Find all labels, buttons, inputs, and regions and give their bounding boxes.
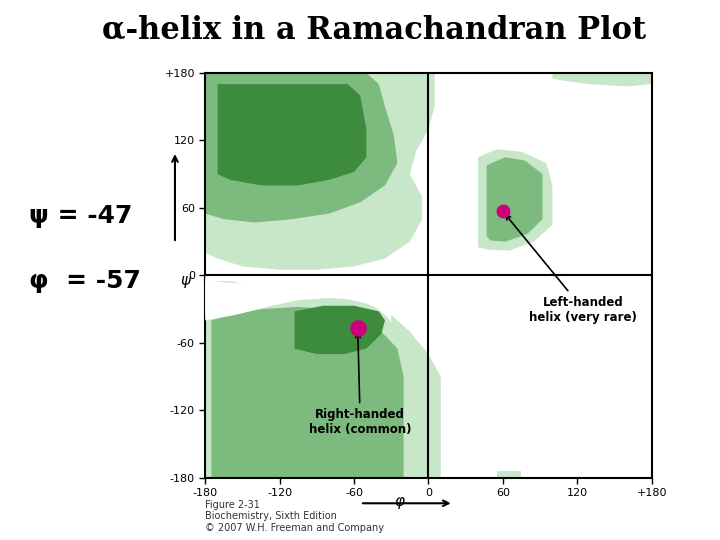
Text: Figure 2-31
Biochemistry, Sixth Edition
© 2007 W.H. Freeman and Company: Figure 2-31 Biochemistry, Sixth Edition … <box>205 500 384 532</box>
Text: ψ = -47: ψ = -47 <box>29 204 132 228</box>
Text: Left-handed
helix (very rare): Left-handed helix (very rare) <box>505 215 637 323</box>
Polygon shape <box>205 281 441 478</box>
Polygon shape <box>336 471 360 478</box>
Text: ψ: ψ <box>180 273 190 288</box>
Polygon shape <box>497 471 521 478</box>
Text: α-helix in a Ramachandran Plot: α-helix in a Ramachandran Plot <box>102 14 647 45</box>
Text: φ: φ <box>395 494 405 509</box>
Text: φ  = -57: φ = -57 <box>29 269 140 293</box>
Text: Right-handed
helix (common): Right-handed helix (common) <box>309 333 411 436</box>
Polygon shape <box>205 281 391 322</box>
Polygon shape <box>294 306 385 354</box>
Polygon shape <box>212 307 404 478</box>
Polygon shape <box>478 150 552 251</box>
Polygon shape <box>205 275 391 318</box>
Polygon shape <box>205 73 397 222</box>
Polygon shape <box>552 73 652 86</box>
Polygon shape <box>205 73 435 270</box>
Polygon shape <box>487 157 542 241</box>
Polygon shape <box>217 84 366 185</box>
